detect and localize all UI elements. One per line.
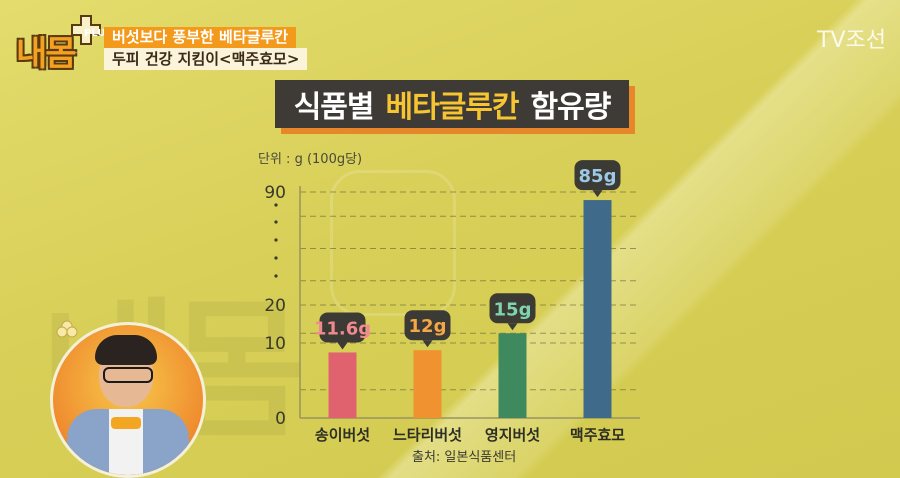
value-badge [319, 312, 366, 343]
y-tick-label: 20 [264, 296, 286, 316]
axis-break-dot [274, 238, 278, 242]
caption-line-2: 두피 건강 지킴이<맥주효모> [104, 48, 308, 70]
value-badge-pointer [422, 340, 433, 348]
value-badge-pointer [592, 190, 603, 198]
y-tick-label: 0 [275, 409, 286, 429]
value-badge [489, 293, 536, 324]
chart-title-part-2: 베타글루칸 [385, 90, 520, 125]
bar [583, 200, 612, 418]
chart-title: 식품별 베타글루칸 함유량 [275, 80, 629, 128]
data-label: 15g [494, 299, 532, 320]
bar [498, 333, 527, 418]
background-plus-watermark [330, 170, 456, 316]
value-badge [404, 310, 451, 341]
unit-label: 단위 : g (100g당) [258, 152, 363, 167]
presenter-glasses [103, 367, 153, 383]
data-label: 11.6g [314, 318, 371, 339]
caption-line-1: 버섯보다 풍부한 베타글루칸 [104, 27, 297, 48]
chart-title-part-1: 식품별 [293, 90, 375, 125]
y-tick-label: 90 [264, 183, 286, 203]
data-label: 85g [579, 166, 617, 187]
bar [328, 352, 357, 418]
axis-break-dot [274, 220, 278, 224]
show-logo: PLUS 내몸 [14, 14, 113, 74]
logo-plus-label: PLUS [84, 28, 113, 39]
value-badge-pointer [337, 342, 348, 350]
axis-break-dot [274, 274, 278, 278]
x-tick-label: 영지버섯 [485, 426, 540, 444]
chart-title-part-3: 함유량 [530, 90, 612, 125]
channel-logo: TV조선 [817, 28, 886, 53]
clover-icon [56, 320, 78, 338]
source-label: 출처: 일본식품센터 [412, 450, 517, 465]
x-tick-label: 송이버섯 [315, 426, 370, 444]
presenter-photo [50, 322, 206, 478]
value-badge-pointer [507, 323, 518, 331]
y-tick-label: 10 [264, 334, 286, 354]
axis-break-dot [274, 203, 278, 207]
axis-break-dot [274, 256, 278, 260]
data-label: 12g [409, 316, 447, 337]
value-badge [574, 160, 621, 191]
x-tick-label: 맥주효모 [570, 426, 625, 444]
presenter-hair [95, 335, 157, 365]
logo-text: 내몸 [16, 34, 77, 74]
logo-plus-icon [71, 15, 101, 45]
bar [413, 350, 442, 418]
x-tick-label: 느타리버섯 [393, 426, 462, 444]
presenter-bowtie [111, 417, 141, 429]
